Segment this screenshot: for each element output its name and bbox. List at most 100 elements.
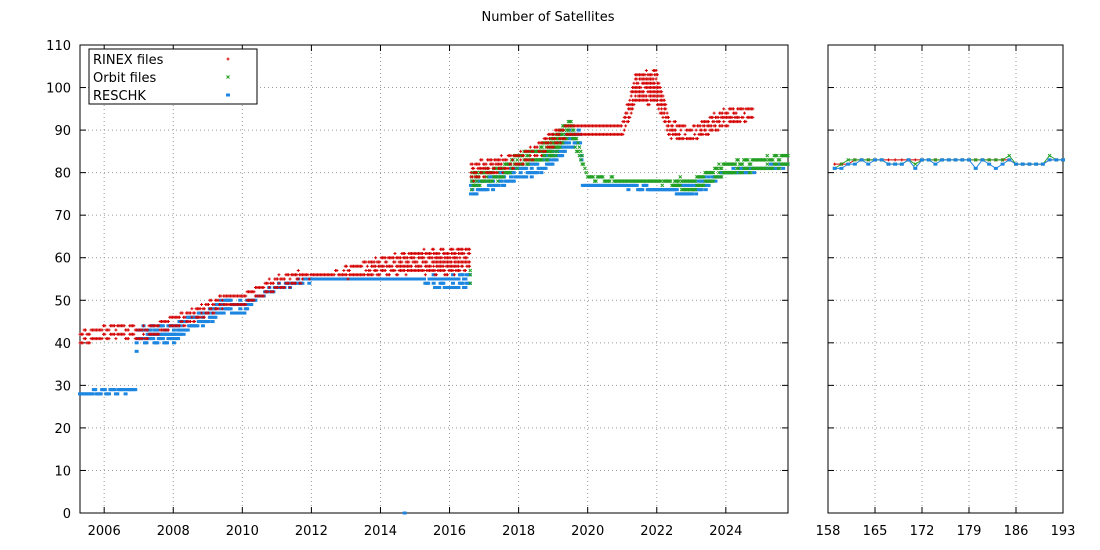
orbit-point	[1000, 158, 1005, 162]
rinex-point	[636, 81, 640, 85]
rinex-point	[631, 107, 635, 111]
rinex-point	[441, 264, 445, 268]
rinex-point	[342, 268, 346, 272]
rinex-point	[374, 264, 378, 268]
rinex-point	[88, 341, 92, 345]
reschk-point	[544, 154, 549, 158]
reschk-point	[953, 158, 958, 162]
reschk-point	[565, 145, 570, 149]
rinex-point	[544, 149, 548, 153]
reschk-point	[564, 141, 569, 145]
rinex-point	[833, 162, 837, 166]
rinex-point	[206, 303, 210, 307]
rinex-point	[477, 175, 481, 179]
chart-title: Number of Satellites	[481, 10, 614, 25]
orbit-point	[715, 166, 720, 171]
x-tick-label: 2012	[295, 524, 328, 539]
orbit-point	[719, 166, 724, 171]
reschk-point	[640, 188, 645, 192]
reschk-point	[529, 175, 534, 179]
rinex-point	[668, 120, 672, 124]
reschk-point	[93, 388, 98, 392]
rinex-point	[200, 303, 204, 307]
rinex-point	[667, 124, 671, 128]
rinex-point	[422, 268, 426, 272]
reschk-point	[1054, 158, 1059, 162]
reschk-point	[236, 311, 241, 315]
rinex-point	[696, 137, 700, 141]
reschk-point	[238, 298, 243, 302]
legend-marker-rinex	[226, 57, 230, 61]
reschk-point	[107, 392, 112, 396]
rinex-point	[702, 124, 706, 128]
legend: RINEX files Orbit files RESCHK	[88, 48, 258, 105]
reschk-point	[535, 162, 540, 166]
reschk-point	[171, 328, 176, 332]
orbit-point	[578, 149, 583, 154]
orbit-point	[746, 166, 750, 171]
rinex-point	[490, 158, 494, 162]
rinex-point	[655, 73, 659, 77]
rinex-point	[521, 162, 525, 166]
reschk-point	[879, 158, 884, 162]
rinex-point	[541, 141, 545, 145]
orbit-point	[468, 272, 473, 277]
reschk-point	[940, 158, 945, 162]
rinex-point	[216, 298, 220, 302]
rinex-point	[651, 77, 655, 81]
orbit-point	[740, 170, 745, 175]
rinex-point	[252, 298, 256, 302]
reschk-point	[449, 286, 454, 290]
rinex-point	[472, 166, 476, 170]
rinex-point	[716, 115, 720, 119]
reschk-point	[441, 281, 446, 285]
reschk-point	[210, 320, 215, 324]
reschk-point	[706, 183, 711, 187]
reschk-point	[485, 188, 490, 192]
rinex-point	[528, 145, 532, 149]
orbit-point	[717, 170, 721, 175]
rinex-point	[202, 315, 206, 319]
orbit-point	[469, 187, 474, 192]
orbit-point	[770, 158, 775, 162]
orbit-point	[777, 166, 782, 171]
reschk-point	[576, 128, 581, 132]
rinex-point	[549, 141, 553, 145]
reschk-point	[450, 281, 455, 285]
reschk-point	[178, 332, 183, 336]
orbit-point	[515, 158, 520, 162]
orbit-point	[733, 170, 738, 175]
rinex-point	[277, 281, 281, 285]
orbit-point	[668, 179, 673, 183]
rinex-point	[661, 94, 665, 98]
reschk-point	[752, 171, 757, 175]
rinex-point	[744, 120, 748, 124]
reschk-point	[689, 192, 694, 196]
rinex-point	[660, 90, 664, 94]
reschk-point	[518, 171, 523, 175]
orbit-point	[601, 175, 605, 179]
reschk-point	[517, 175, 522, 179]
rinex-point	[521, 154, 525, 158]
rinex-point	[559, 141, 563, 145]
rinex-point	[512, 166, 516, 170]
rinex-point	[628, 98, 632, 102]
reschk-point	[507, 179, 512, 183]
orbit-point	[581, 162, 586, 166]
rinex-point	[403, 251, 407, 255]
orbit-point	[494, 175, 499, 179]
rinex-point	[142, 332, 146, 336]
reschk-point	[102, 388, 107, 392]
orbit-point	[677, 179, 681, 183]
rinex-point	[282, 277, 286, 281]
orbit-point	[693, 187, 698, 192]
rinex-point	[396, 273, 400, 277]
orbit-point	[693, 179, 698, 183]
reschk-point	[745, 171, 750, 175]
rinex-point	[360, 264, 364, 268]
reschk-point	[567, 141, 572, 145]
rinex-point	[741, 115, 745, 119]
rinex-point	[487, 166, 491, 170]
reschk-point	[426, 281, 431, 285]
rinex-point	[720, 111, 724, 115]
